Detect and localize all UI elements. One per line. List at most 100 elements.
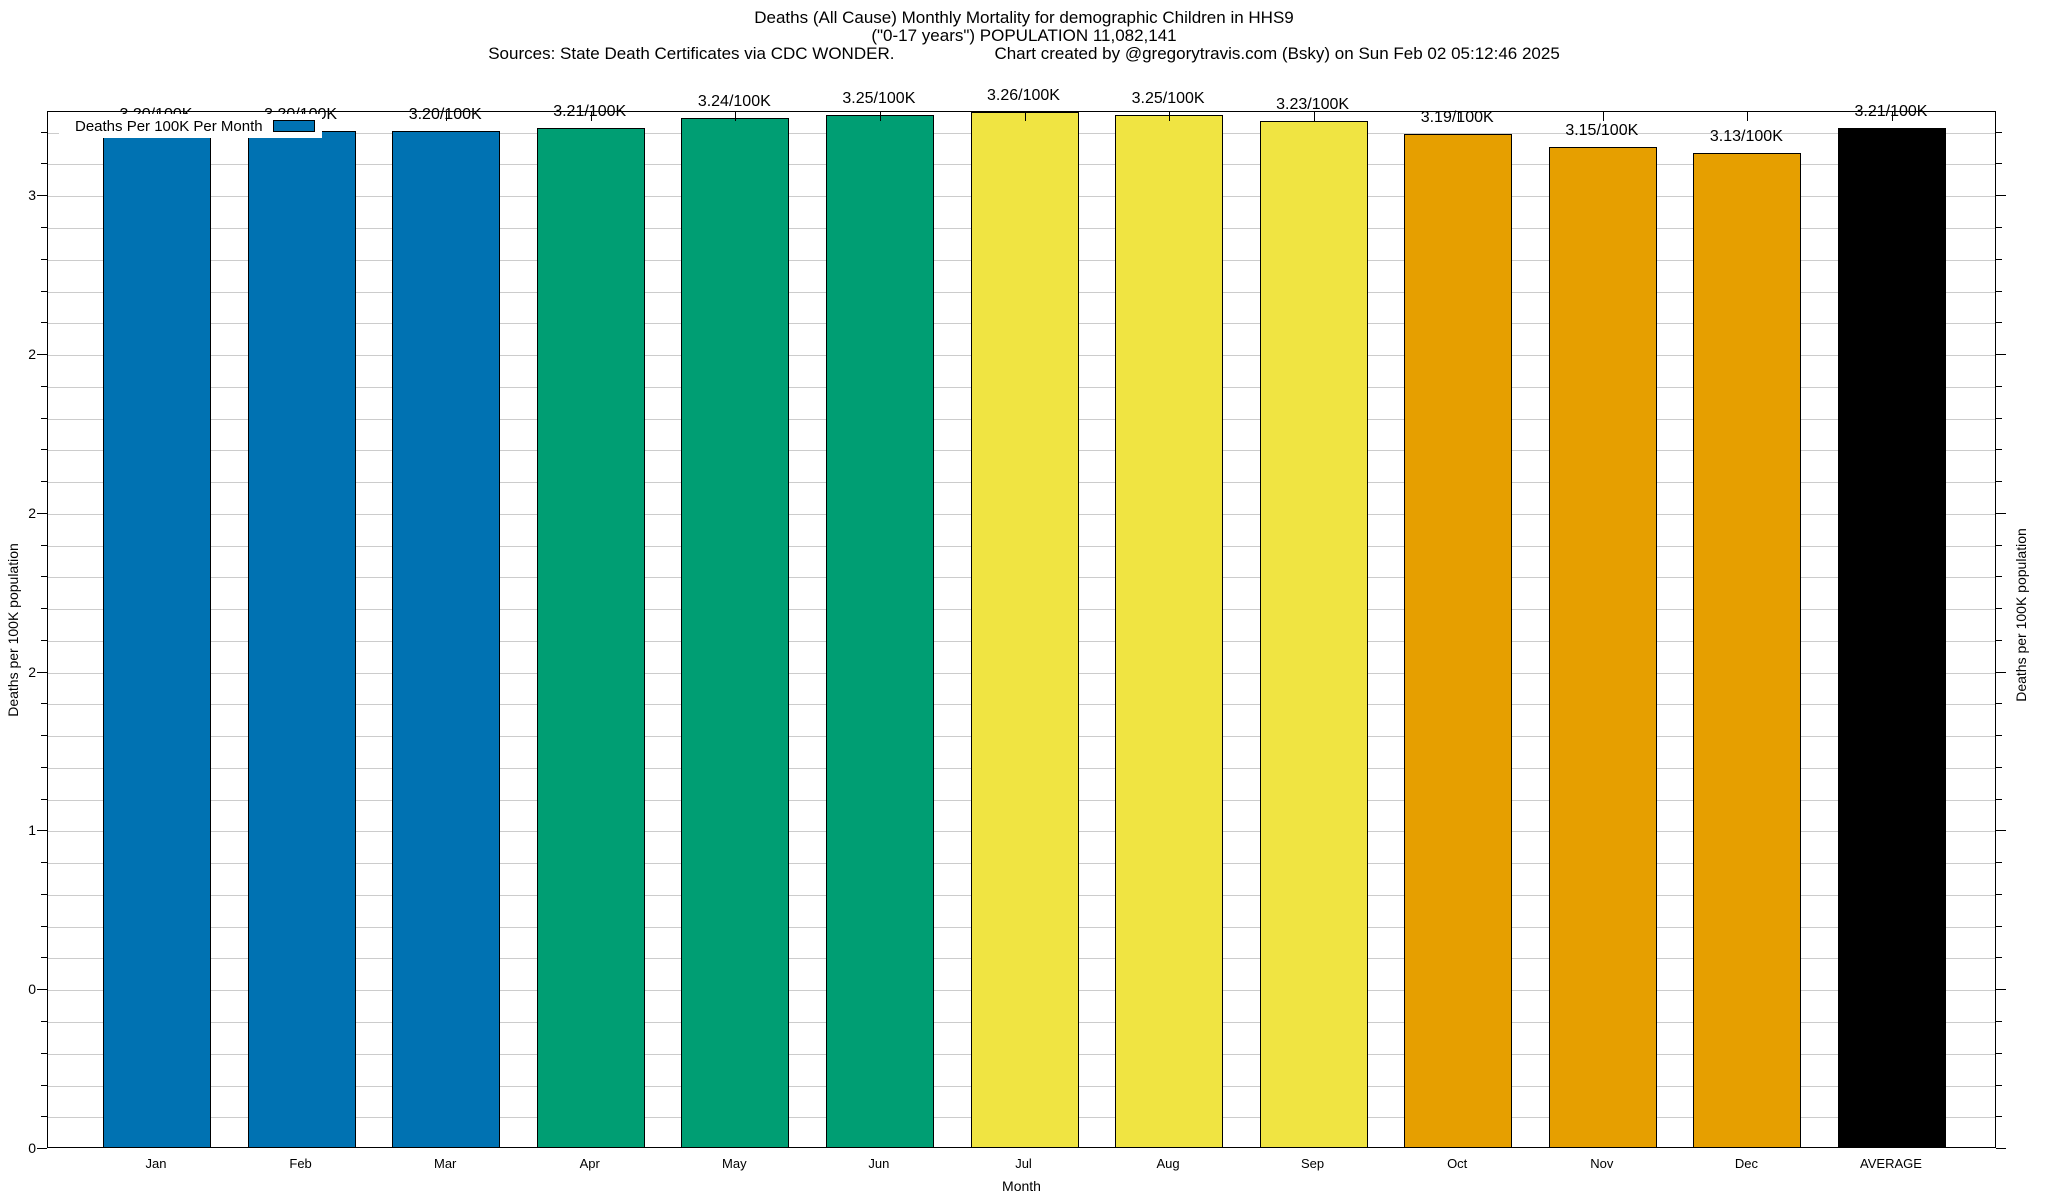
y-axis-tick-right <box>1996 322 2002 324</box>
chart-sources-text: Sources: State Death Certificates via CD… <box>488 44 895 63</box>
y-axis-tick-left <box>41 608 47 610</box>
y-axis-tick-right <box>1996 576 2002 578</box>
y-axis-tick-left <box>37 671 47 673</box>
y-axis-tick-right <box>1996 798 2002 800</box>
y-tick-label: 1 <box>28 822 36 839</box>
y-axis-tick-right <box>1996 417 2002 419</box>
y-axis-tick-left <box>41 322 47 324</box>
y-axis-tick-left <box>37 989 47 991</box>
y-axis-tick-right <box>1996 1116 2002 1118</box>
y-axis-tick-left <box>41 1116 47 1118</box>
y-axis-tick-right <box>1996 226 2002 228</box>
y-axis-tick-right <box>1996 290 2002 292</box>
month-label-mar: Mar <box>433 1156 457 1171</box>
y-axis-tick-left <box>41 893 47 895</box>
bar-jul <box>970 111 1079 1147</box>
y-axis-tick-left <box>41 385 47 387</box>
y-axis-tick-left <box>41 1084 47 1086</box>
y-axis-tick-right <box>1996 639 2002 641</box>
y-axis-tick-left <box>41 798 47 800</box>
y-axis-tick-right <box>1996 608 2002 610</box>
y-axis-tick-right <box>1996 671 2006 673</box>
y-axis-tick-right <box>1996 131 2002 133</box>
bar-value-label-sep: 3.23/100K <box>1276 96 1350 114</box>
y-tick-label: 0 <box>28 981 36 998</box>
bar-feb <box>247 130 356 1147</box>
y-axis-tick-left <box>41 766 47 768</box>
y-axis-tick-left <box>37 830 47 832</box>
chart-title-line2: ("0-17 years") POPULATION 11,082,141 <box>871 26 1177 45</box>
y-axis-tick-right <box>1996 893 2002 895</box>
month-label-apr: Apr <box>579 1156 600 1171</box>
bar-apr <box>536 127 645 1147</box>
y-axis-tick-left <box>41 131 47 133</box>
y-axis-tick-right <box>1996 1084 2002 1086</box>
chart-credit-text: Chart created by @gregorytravis.com (Bsk… <box>994 44 1560 63</box>
y-axis-tick-left <box>37 195 47 197</box>
y-axis-tick-left <box>41 258 47 260</box>
y-axis-tick-left <box>41 925 47 927</box>
top-axis-tick <box>1024 112 1026 121</box>
y-axis-tick-right <box>1996 481 2002 482</box>
month-label-nov: Nov <box>1590 1156 1614 1171</box>
y-axis-tick-right <box>1996 703 2002 705</box>
chart-title: Deaths (All Cause) Monthly Mortality for… <box>0 9 2048 63</box>
chart-title-line1: Deaths (All Cause) Monthly Mortality for… <box>754 8 1294 27</box>
bar-mar <box>392 130 501 1147</box>
y-axis-tick-left <box>41 576 47 578</box>
top-axis-tick <box>590 112 592 121</box>
y-tick-label: 3 <box>28 187 36 204</box>
y-axis-tick-right <box>1996 957 2002 959</box>
y-axis-tick-right <box>1996 1148 2006 1149</box>
y-axis-tick-right <box>1996 163 2002 165</box>
bar-value-label-jul: 3.26/100K <box>987 86 1060 104</box>
month-label-feb: Feb <box>289 1156 312 1171</box>
legend-label: Deaths Per 100K Per Month <box>75 117 263 135</box>
bar-value-label-dec: 3.13/100K <box>1709 127 1783 145</box>
bar-value-label-average: 3.21/100K <box>1854 102 1928 120</box>
bar-value-label-mar: 3.20/100K <box>408 105 482 123</box>
y-tick-label: 0 <box>28 1140 36 1156</box>
bar-jun <box>825 114 934 1147</box>
bar-sep <box>1259 121 1368 1147</box>
y-axis-tick-left <box>41 735 47 737</box>
y-axis-tick-left <box>41 639 47 641</box>
y-axis-tick-right <box>1996 1052 2002 1054</box>
top-axis-tick <box>1458 112 1460 121</box>
top-axis-tick <box>879 112 881 121</box>
y-axis-tick-left <box>37 1148 47 1149</box>
y-axis-tick-right <box>1996 385 2002 387</box>
top-axis-tick <box>735 112 737 121</box>
bar-aug <box>1115 114 1224 1147</box>
bar-may <box>681 117 790 1147</box>
y-axis-tick-left <box>41 957 47 959</box>
y-axis-tick-left <box>41 449 47 451</box>
y-axis-tick-right <box>1996 258 2002 260</box>
month-label-oct: Oct <box>1447 1156 1468 1171</box>
y-axis-tick-left <box>41 544 47 546</box>
bar-value-label-aug: 3.25/100K <box>1131 89 1205 107</box>
top-axis-tick <box>1169 112 1171 121</box>
y-axis-tick-right <box>1996 925 2002 927</box>
y-axis-tick-right <box>1996 354 2006 355</box>
top-axis-tick <box>1892 112 1893 121</box>
legend: Deaths Per 100K Per Month <box>59 114 322 138</box>
y-axis-tick-left <box>41 703 47 705</box>
top-axis-tick <box>1747 112 1749 121</box>
y-axis-tick-right <box>1996 449 2002 451</box>
y-axis-tick-right <box>1996 830 2006 832</box>
bar-oct <box>1404 133 1513 1147</box>
month-label-average: AVERAGE <box>1860 1156 1922 1171</box>
top-axis-tick <box>446 112 448 121</box>
bar-average <box>1838 127 1946 1147</box>
bar-jan <box>103 130 211 1147</box>
chart-title-line3: Sources: State Death Certificates via CD… <box>0 45 2048 63</box>
y-axis-tick-right <box>1996 766 2002 768</box>
plot-area: Deaths Per 100K Per Month <box>47 111 1996 1148</box>
y-axis-tick-right <box>1996 735 2002 737</box>
month-label-jan: Jan <box>145 1156 167 1171</box>
y-tick-label: 2 <box>28 663 36 680</box>
bar-nov <box>1548 146 1657 1147</box>
bar-value-label-nov: 3.15/100K <box>1565 121 1639 139</box>
y-axis-label-right: Deaths per 100K population <box>2013 528 2029 702</box>
